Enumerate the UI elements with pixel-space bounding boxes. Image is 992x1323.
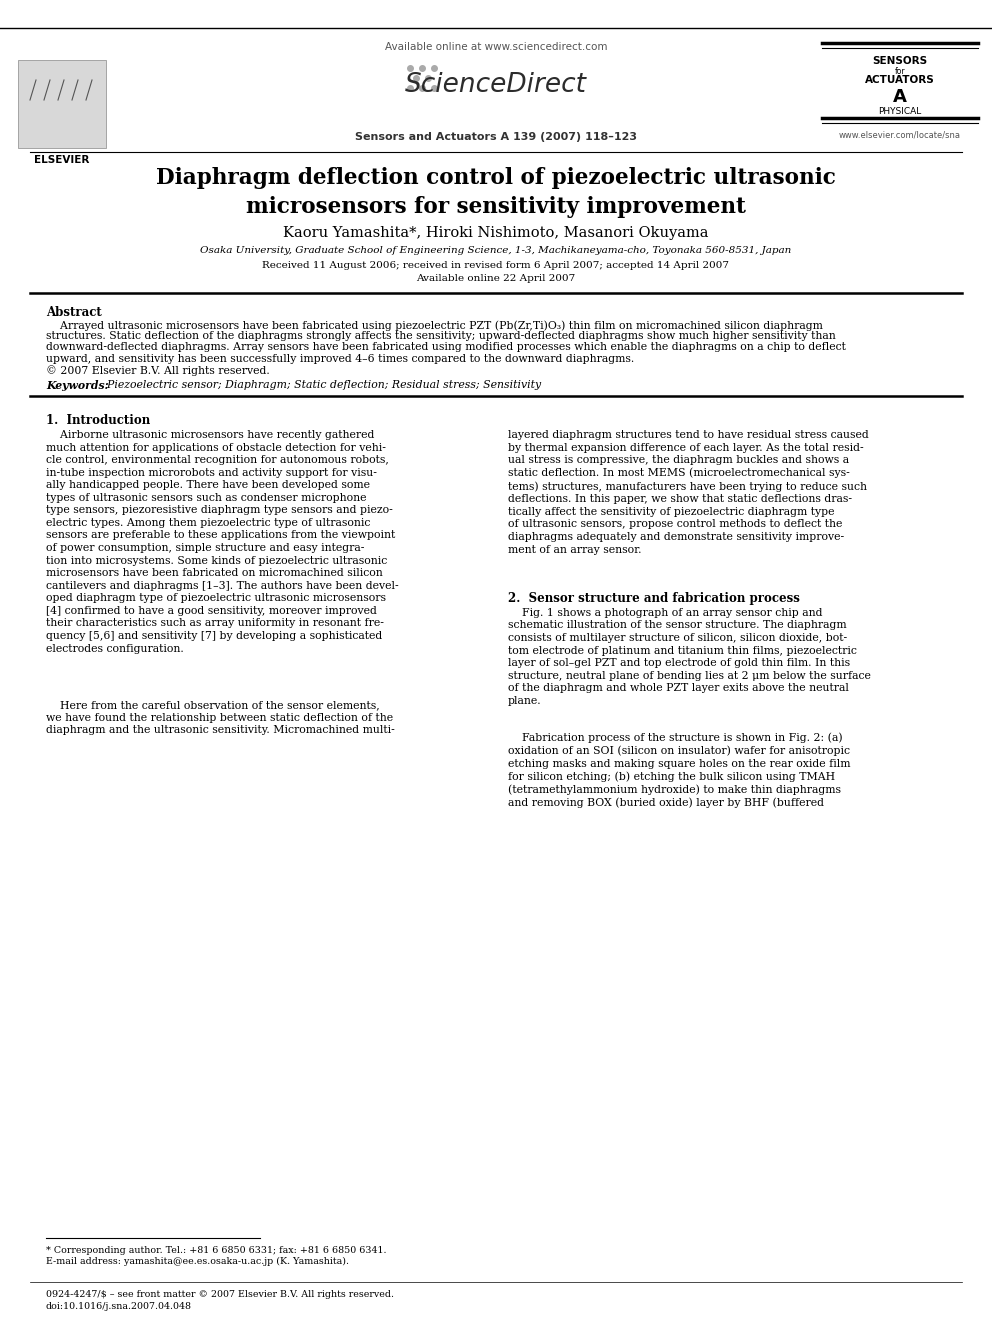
Text: Available online at www.sciencedirect.com: Available online at www.sciencedirect.co… <box>385 42 607 52</box>
Text: ScienceDirect: ScienceDirect <box>405 71 587 98</box>
Text: Arrayed ultrasonic microsensors have been fabricated using piezoelectric PZT (Pb: Arrayed ultrasonic microsensors have bee… <box>46 320 823 331</box>
Text: downward-deflected diaphragms. Array sensors have been fabricated using modified: downward-deflected diaphragms. Array sen… <box>46 343 846 352</box>
Text: Sensors and Actuators A 139 (2007) 118–123: Sensors and Actuators A 139 (2007) 118–1… <box>355 132 637 142</box>
Text: ELSEVIER: ELSEVIER <box>35 155 89 165</box>
Text: Available online 22 April 2007: Available online 22 April 2007 <box>417 274 575 283</box>
Text: for: for <box>895 67 906 75</box>
Text: PHYSICAL: PHYSICAL <box>878 107 922 116</box>
Bar <box>18 60 106 148</box>
Text: Diaphragm deflection control of piezoelectric ultrasonic
microsensors for sensit: Diaphragm deflection control of piezoele… <box>156 167 836 218</box>
Text: Fig. 1 shows a photograph of an array sensor chip and
schematic illustration of : Fig. 1 shows a photograph of an array se… <box>508 607 871 705</box>
Text: 1.  Introduction: 1. Introduction <box>46 414 150 427</box>
Text: E-mail address: yamashita@ee.es.osaka-u.ac.jp (K. Yamashita).: E-mail address: yamashita@ee.es.osaka-u.… <box>46 1257 349 1266</box>
Text: © 2007 Elsevier B.V. All rights reserved.: © 2007 Elsevier B.V. All rights reserved… <box>46 365 270 376</box>
Text: structures. Static deflection of the diaphragms strongly affects the sensitivity: structures. Static deflection of the dia… <box>46 331 835 341</box>
Text: Here from the careful observation of the sensor elements,
we have found the rela: Here from the careful observation of the… <box>46 700 395 736</box>
Text: 2.  Sensor structure and fabrication process: 2. Sensor structure and fabrication proc… <box>508 591 800 605</box>
Text: Abstract: Abstract <box>46 306 102 319</box>
Text: 0924-4247/$ – see front matter © 2007 Elsevier B.V. All rights reserved.: 0924-4247/$ – see front matter © 2007 El… <box>46 1290 394 1299</box>
Text: upward, and sensitivity has been successfully improved 4–6 times compared to the: upward, and sensitivity has been success… <box>46 353 634 364</box>
Text: A: A <box>893 89 907 106</box>
Text: layered diaphragm structures tend to have residual stress caused
by thermal expa: layered diaphragm structures tend to hav… <box>508 430 869 554</box>
Text: * Corresponding author. Tel.: +81 6 6850 6331; fax: +81 6 6850 6341.: * Corresponding author. Tel.: +81 6 6850… <box>46 1246 387 1256</box>
Text: Received 11 August 2006; received in revised form 6 April 2007; accepted 14 Apri: Received 11 August 2006; received in rev… <box>263 261 729 270</box>
Text: Keywords:: Keywords: <box>46 380 109 392</box>
Text: ACTUATORS: ACTUATORS <box>865 75 934 85</box>
Text: Airborne ultrasonic microsensors have recently gathered
much attention for appli: Airborne ultrasonic microsensors have re… <box>46 430 399 654</box>
Text: Fabrication process of the structure is shown in Fig. 2: (a)
oxidation of an SOI: Fabrication process of the structure is … <box>508 732 850 808</box>
Text: Piezoelectric sensor; Diaphragm; Static deflection; Residual stress; Sensitivity: Piezoelectric sensor; Diaphragm; Static … <box>100 380 541 390</box>
Text: www.elsevier.com/locate/sna: www.elsevier.com/locate/sna <box>839 131 961 140</box>
Text: Osaka University, Graduate School of Engineering Science, 1-3, Machikaneyama-cho: Osaka University, Graduate School of Eng… <box>200 246 792 255</box>
Text: Kaoru Yamashita*, Hiroki Nishimoto, Masanori Okuyama: Kaoru Yamashita*, Hiroki Nishimoto, Masa… <box>284 226 708 239</box>
Text: doi:10.1016/j.sna.2007.04.048: doi:10.1016/j.sna.2007.04.048 <box>46 1302 192 1311</box>
Text: SENSORS: SENSORS <box>872 56 928 66</box>
